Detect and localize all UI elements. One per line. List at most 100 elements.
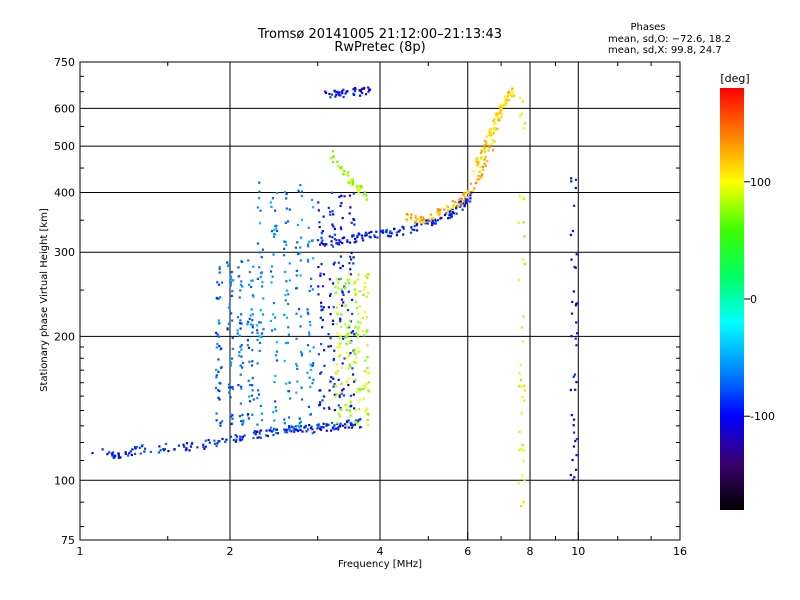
data-point bbox=[359, 305, 362, 308]
data-point bbox=[511, 87, 514, 90]
data-point bbox=[375, 230, 378, 233]
data-point bbox=[499, 109, 502, 112]
data-point bbox=[299, 428, 302, 432]
data-point bbox=[502, 103, 506, 106]
x-tick-label: 10 bbox=[571, 545, 585, 558]
data-point bbox=[218, 345, 221, 348]
data-point bbox=[290, 425, 294, 429]
data-point bbox=[332, 358, 335, 362]
data-point bbox=[398, 229, 402, 232]
data-point bbox=[354, 280, 357, 284]
data-point bbox=[344, 304, 347, 307]
data-point bbox=[274, 400, 277, 403]
data-point bbox=[283, 418, 286, 421]
data-point bbox=[344, 403, 347, 407]
data-point bbox=[346, 332, 349, 335]
data-point bbox=[350, 251, 353, 254]
data-point bbox=[337, 278, 340, 281]
data-point bbox=[341, 337, 345, 340]
data-point bbox=[521, 340, 524, 343]
data-point bbox=[339, 266, 342, 270]
data-point bbox=[343, 195, 346, 198]
data-point bbox=[309, 413, 312, 416]
data-point bbox=[251, 279, 254, 282]
data-point bbox=[250, 279, 253, 282]
data-point bbox=[358, 233, 361, 236]
data-point bbox=[464, 199, 467, 203]
x-tick-label: 8 bbox=[527, 545, 534, 558]
data-point bbox=[321, 239, 324, 242]
data-point bbox=[519, 363, 522, 366]
y-tick-label: 500 bbox=[54, 140, 75, 153]
data-point bbox=[208, 441, 211, 444]
data-point bbox=[322, 306, 325, 309]
data-point bbox=[376, 236, 379, 239]
data-point bbox=[259, 275, 262, 279]
data-point bbox=[247, 320, 250, 323]
data-point bbox=[387, 235, 390, 238]
data-point bbox=[329, 380, 332, 383]
data-point bbox=[479, 176, 482, 179]
data-point bbox=[307, 260, 310, 263]
data-point bbox=[338, 394, 341, 397]
data-point bbox=[521, 258, 524, 261]
data-point bbox=[364, 234, 367, 237]
data-point bbox=[343, 236, 346, 239]
data-point bbox=[258, 349, 261, 353]
data-point bbox=[240, 366, 244, 369]
data-point bbox=[488, 134, 491, 137]
data-point bbox=[354, 420, 357, 423]
data-point bbox=[335, 242, 338, 245]
data-point bbox=[296, 223, 300, 227]
data-point bbox=[333, 383, 336, 386]
data-point bbox=[343, 357, 346, 360]
data-point bbox=[248, 270, 251, 274]
data-point bbox=[117, 452, 120, 455]
data-point bbox=[204, 439, 207, 442]
data-point bbox=[570, 180, 573, 183]
data-point bbox=[310, 277, 313, 280]
data-point bbox=[353, 288, 356, 291]
data-point bbox=[332, 306, 335, 309]
data-point bbox=[215, 419, 218, 422]
data-point bbox=[522, 127, 525, 130]
data-point bbox=[522, 221, 525, 224]
data-point bbox=[138, 446, 141, 449]
data-point bbox=[341, 89, 344, 93]
data-point bbox=[354, 300, 358, 303]
data-point bbox=[335, 393, 338, 396]
data-point bbox=[320, 241, 323, 244]
data-point bbox=[517, 221, 520, 224]
data-point bbox=[300, 218, 303, 221]
data-point bbox=[239, 364, 242, 367]
data-point bbox=[307, 312, 310, 316]
data-point bbox=[341, 237, 344, 240]
data-point bbox=[414, 214, 417, 218]
data-point bbox=[270, 281, 273, 284]
data-point bbox=[569, 473, 572, 477]
data-point bbox=[346, 240, 349, 243]
data-point bbox=[339, 255, 342, 258]
data-point bbox=[342, 95, 345, 99]
data-point bbox=[258, 197, 261, 200]
data-point bbox=[352, 234, 355, 237]
data-point bbox=[321, 318, 324, 322]
data-point bbox=[355, 356, 358, 359]
data-point bbox=[351, 180, 355, 184]
data-point bbox=[366, 329, 369, 332]
data-point bbox=[494, 121, 497, 124]
data-point bbox=[493, 140, 496, 143]
data-point bbox=[345, 351, 348, 354]
data-point bbox=[491, 148, 494, 151]
data-point bbox=[297, 429, 300, 433]
data-point bbox=[285, 289, 289, 292]
data-point bbox=[319, 316, 322, 319]
data-point bbox=[297, 424, 300, 427]
data-point bbox=[347, 354, 351, 357]
data-point bbox=[293, 430, 296, 433]
data-point bbox=[241, 361, 245, 365]
colorbar-tick-label: -100 bbox=[750, 410, 775, 423]
data-point bbox=[272, 235, 276, 238]
data-point bbox=[335, 421, 339, 424]
data-point bbox=[91, 452, 94, 455]
